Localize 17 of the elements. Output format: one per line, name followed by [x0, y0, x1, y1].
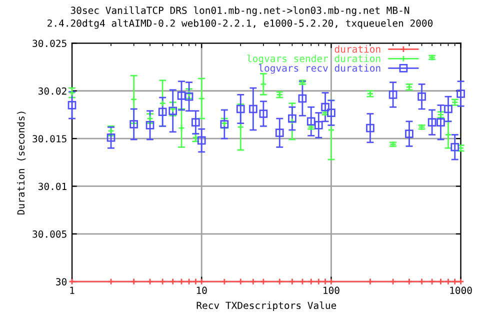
y-tick-label: 30	[56, 278, 67, 286]
x-tick-label: 1	[70, 286, 74, 294]
y-tick-label: 30.01	[38, 182, 66, 190]
x-tick-label: 1000	[450, 286, 472, 294]
y-tick-label: 30.015	[32, 135, 66, 142]
legend-label: logvars sender duration	[247, 54, 380, 64]
x-axis-title: Recv TXDescriptors Value	[196, 301, 336, 311]
y-tick-label: 30.02	[38, 87, 66, 95]
x-tick-label: 10	[196, 286, 207, 294]
y-axis-title: Duration (seconds)	[17, 112, 26, 214]
y-tick-label: 30.025	[32, 40, 66, 48]
legend-label: duration	[334, 45, 380, 53]
x-tick-label: 100	[324, 286, 340, 294]
chart-title: 30sec VanillaTCP DRS lon01.mb-ng.net->lon03.mb-ng.net MB-N	[70, 6, 410, 16]
chart-subtitle: 2.4.20dtg4 altAIMD-0.2 web100-2.2.1, e1000-5.2.20, txqueuelen 2000	[48, 19, 433, 29]
y-tick-label: 30.005	[32, 230, 66, 238]
legend-label: logvars recv duration	[258, 64, 380, 74]
